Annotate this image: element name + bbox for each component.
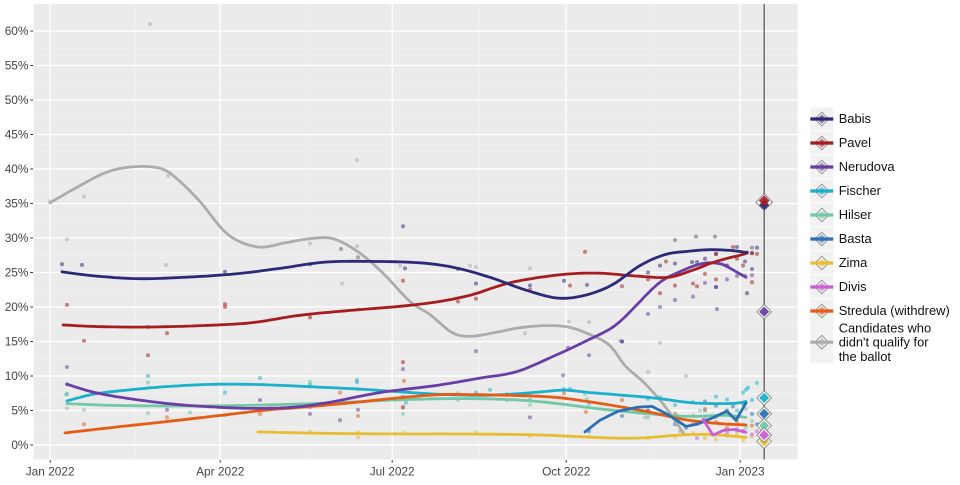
svg-text:Pavel: Pavel	[839, 135, 871, 150]
svg-text:Nerudova: Nerudova	[839, 159, 896, 174]
svg-text:Apr 2022: Apr 2022	[196, 465, 245, 479]
svg-text:the ballot: the ballot	[839, 349, 892, 364]
svg-text:Hilser: Hilser	[839, 207, 873, 222]
svg-text:15%: 15%	[5, 335, 29, 349]
svg-text:Zima: Zima	[839, 255, 868, 270]
svg-text:45%: 45%	[5, 128, 29, 142]
svg-text:60%: 60%	[5, 24, 29, 38]
svg-text:Jan 2023: Jan 2023	[716, 465, 765, 479]
svg-text:25%: 25%	[5, 266, 29, 280]
svg-text:Jan 2022: Jan 2022	[26, 465, 75, 479]
svg-text:35%: 35%	[5, 197, 29, 211]
svg-text:40%: 40%	[5, 162, 29, 176]
svg-text:55%: 55%	[5, 59, 29, 73]
svg-text:Divis: Divis	[839, 279, 867, 294]
svg-text:Stredula (withdrew): Stredula (withdrew)	[839, 303, 950, 318]
svg-text:Jul 2022: Jul 2022	[370, 465, 415, 479]
svg-text:Oct 2022: Oct 2022	[542, 465, 591, 479]
svg-text:30%: 30%	[5, 231, 29, 245]
svg-text:5%: 5%	[11, 404, 29, 418]
svg-text:0%: 0%	[11, 438, 29, 452]
svg-text:Babis: Babis	[839, 111, 871, 126]
svg-text:Fischer: Fischer	[839, 183, 882, 198]
svg-text:didn't qualify for: didn't qualify for	[839, 335, 930, 350]
svg-text:20%: 20%	[5, 300, 29, 314]
svg-text:50%: 50%	[5, 93, 29, 107]
svg-text:Basta: Basta	[839, 231, 873, 246]
svg-text:Candidates who: Candidates who	[839, 321, 931, 336]
svg-text:10%: 10%	[5, 369, 29, 383]
